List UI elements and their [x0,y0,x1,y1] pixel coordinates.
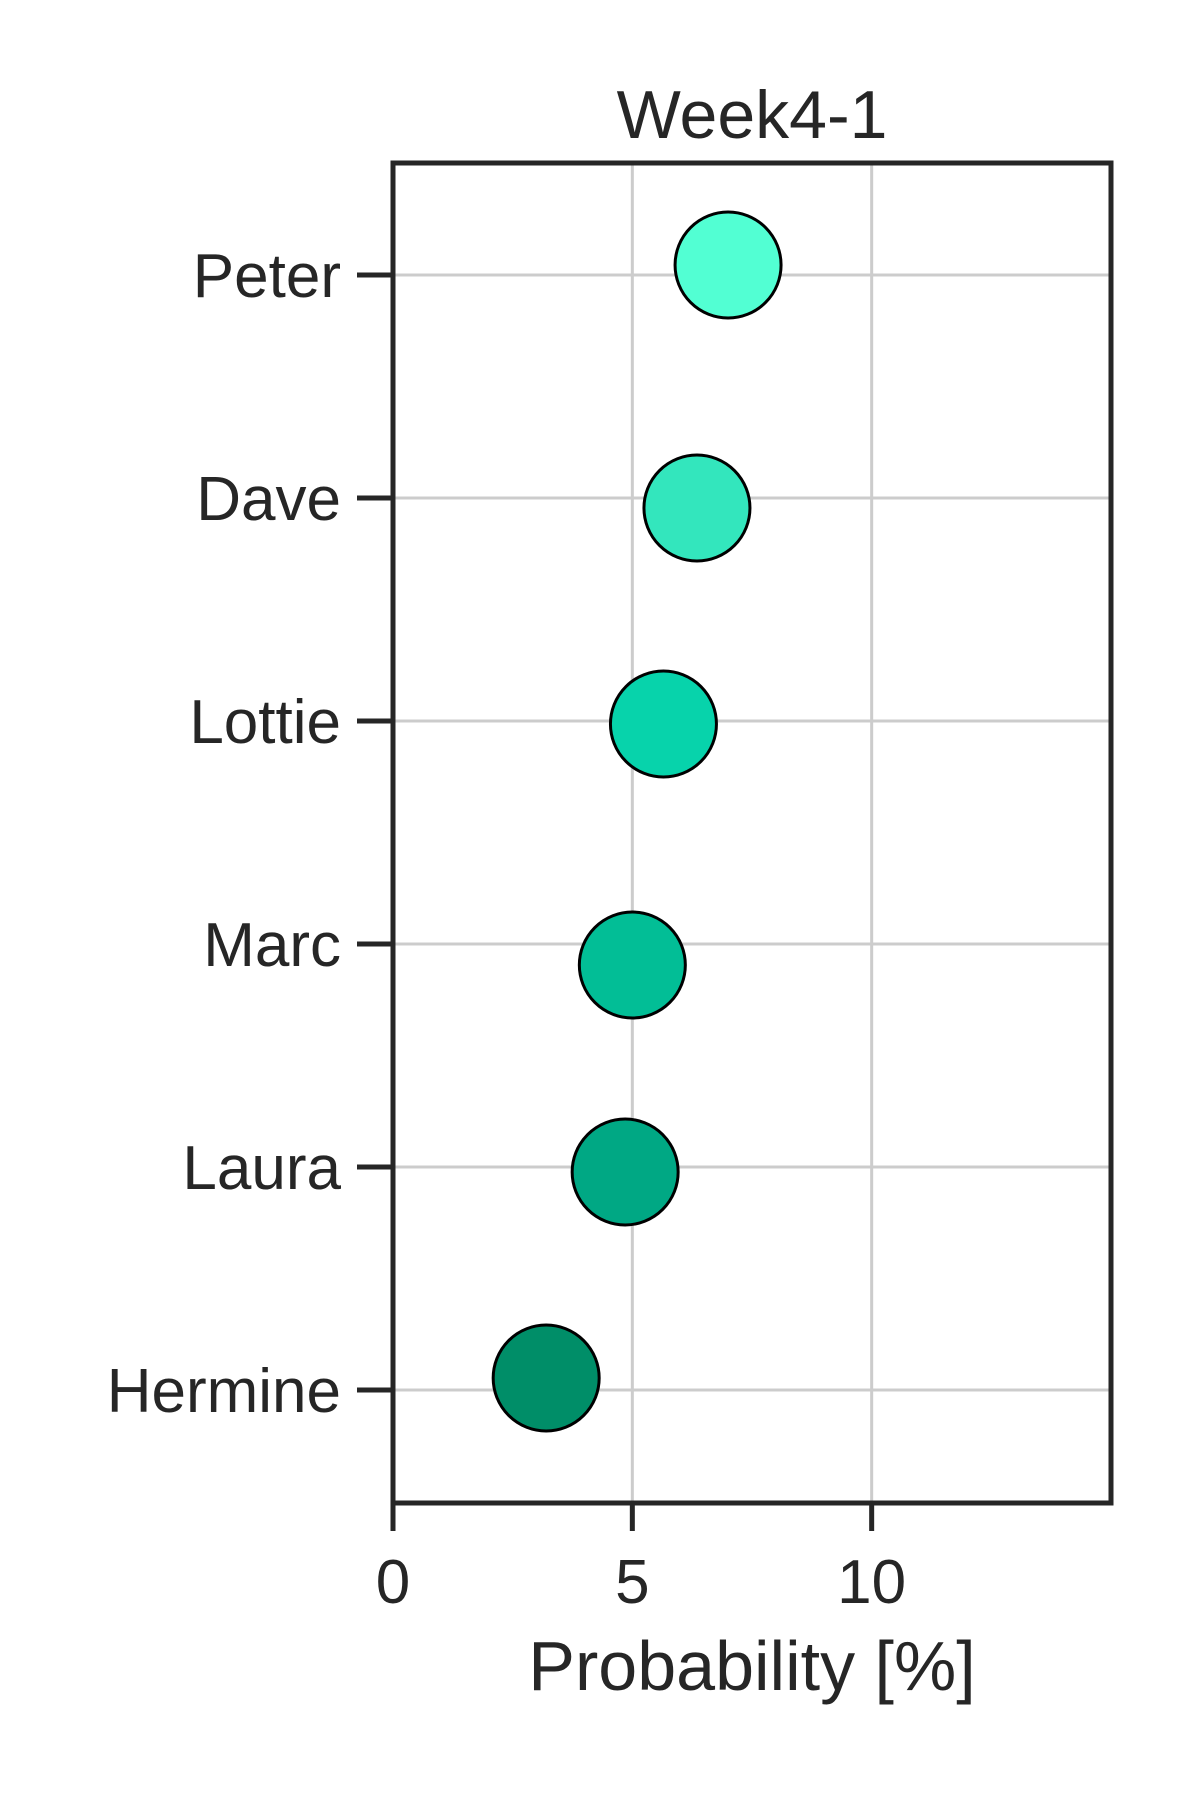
data-point-peter [673,210,783,320]
data-point-lottie [608,669,718,779]
plot-frame [390,160,1114,1506]
y-tick-label-marc: Marc [203,911,341,980]
x-tick-label: 10 [837,1548,906,1617]
data-point-hermine [491,1323,601,1433]
data-point-marc [577,910,687,1020]
data-points [491,210,783,1433]
gridlines [393,163,1111,1503]
axis-ticks: 0 5 10 Peter Dave Lottie Marc Laura Hermine [107,242,906,1617]
x-tick-label: 0 [376,1548,410,1617]
y-tick-label-lottie: Lottie [189,688,341,757]
y-tick-label-laura: Laura [182,1134,341,1203]
data-point-dave [642,453,752,563]
x-tick-label: 5 [615,1548,649,1617]
y-tick-label-dave: Dave [196,465,341,534]
data-point-laura [570,1117,680,1227]
y-tick-label-peter: Peter [193,242,341,311]
x-axis-label: Probability [%] [528,1627,975,1705]
y-tick-label-hermine: Hermine [107,1357,341,1426]
chart-title: Week4-1 [617,77,888,153]
